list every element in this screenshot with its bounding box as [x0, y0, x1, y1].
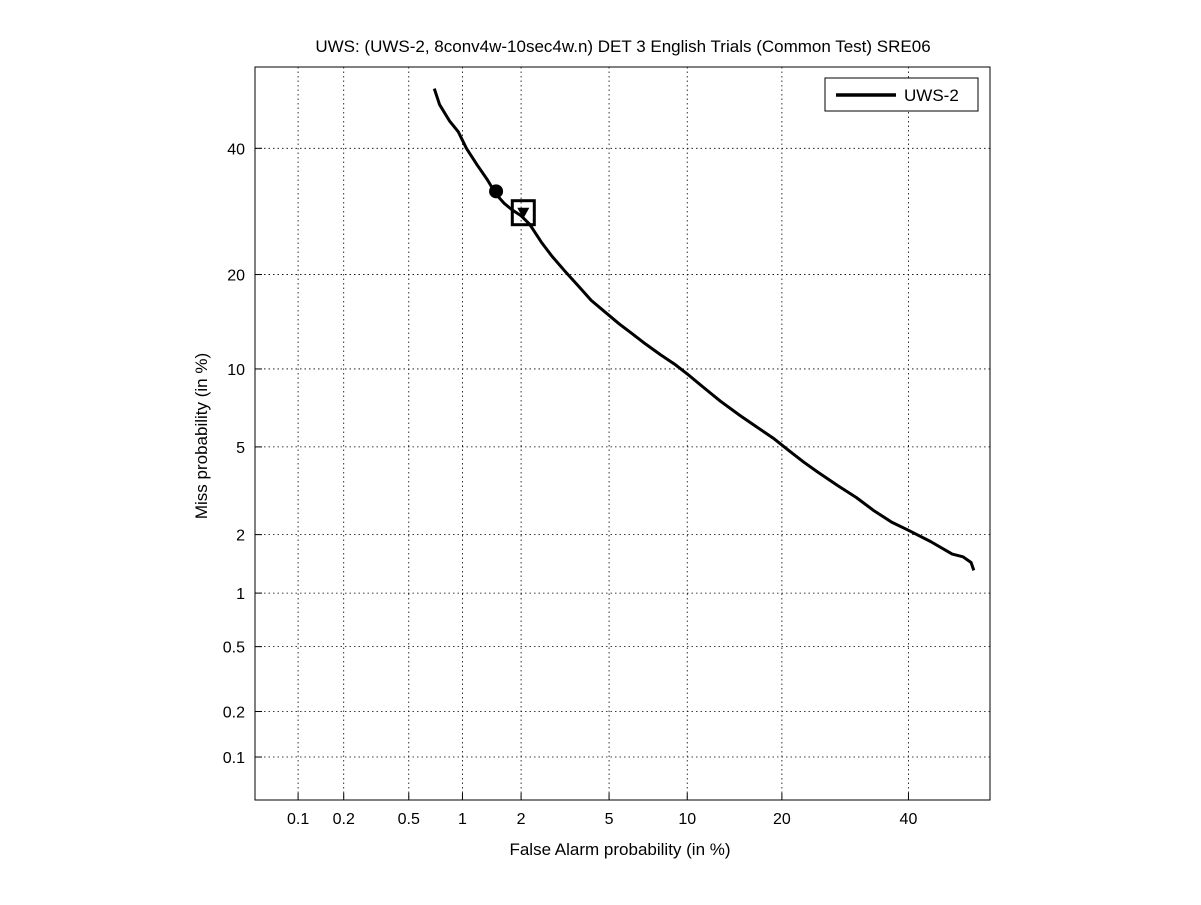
series-layer: [432, 88, 976, 571]
marker-layer: [489, 184, 536, 227]
chart-title: UWS: (UWS-2, 8conv4w-10sec4w.n) DET 3 En…: [315, 37, 930, 56]
plot-frame: [254, 66, 991, 801]
y-tick-label: 10: [227, 362, 245, 379]
legend-label: UWS-2: [904, 86, 959, 105]
x-tick-label: 5: [605, 811, 614, 828]
x-tick-label: 0.1: [287, 811, 309, 828]
y-tick-label: 0.2: [223, 705, 245, 722]
y-tick-label: 20: [227, 268, 245, 285]
legend: UWS-2: [824, 77, 979, 112]
y-tick-label: 1: [236, 586, 245, 603]
y-tick-label: 2: [236, 528, 245, 545]
x-tick-label: 0.2: [333, 811, 355, 828]
square-marker: [510, 199, 536, 227]
y-axis-label: Miss probability (in %): [192, 353, 211, 519]
ticks: 0.1 0.2 0.5 1 2 5 10 20 40 0.1 0.2 0.5 1 2 5 10 20 40: [223, 141, 918, 828]
y-tick-label: 5: [236, 440, 245, 457]
x-tick-label: 1: [458, 811, 467, 828]
x-tick-label: 40: [900, 811, 918, 828]
x-tick-label: 20: [773, 811, 791, 828]
y-tick-label: 0.1: [223, 750, 245, 767]
x-tick-label: 0.5: [398, 811, 420, 828]
circle-marker: [489, 184, 504, 199]
x-axis-label: False Alarm probability (in %): [509, 840, 730, 859]
triangle-down-marker: [517, 207, 530, 219]
x-tick-label: 10: [678, 811, 696, 828]
x-tick-label: 2: [517, 811, 526, 828]
grid: [255, 67, 990, 800]
y-tick-label: 0.5: [223, 640, 245, 657]
y-tick-label: 40: [227, 141, 245, 158]
series-line-uws-2: [432, 88, 976, 571]
